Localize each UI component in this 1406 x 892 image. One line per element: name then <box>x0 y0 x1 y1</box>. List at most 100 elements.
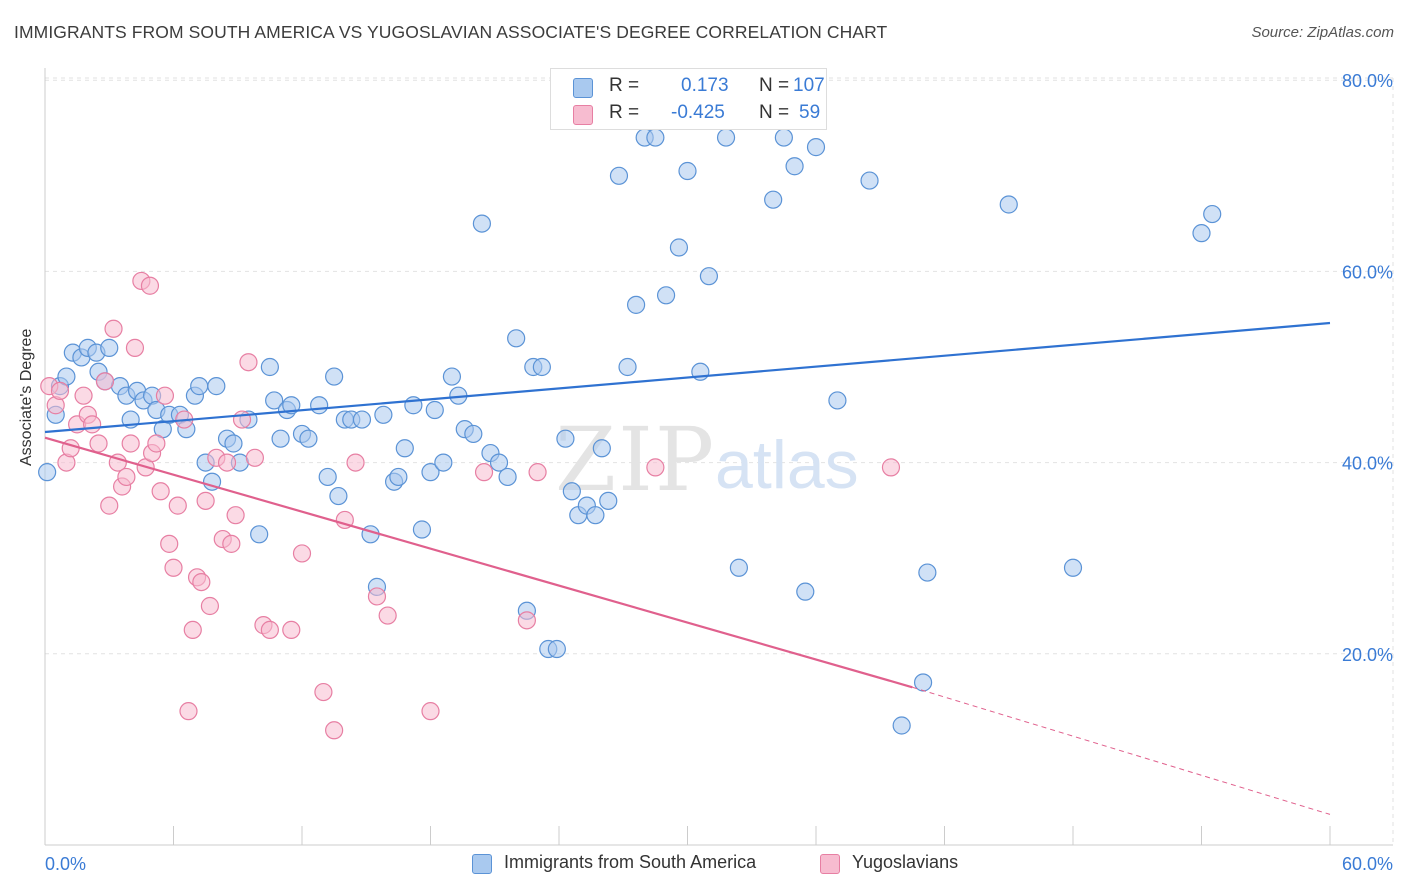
pink-point <box>314 682 333 702</box>
y-tick-label: 60.0% <box>1342 262 1393 282</box>
blue-point <box>1063 558 1083 577</box>
blue-point <box>599 491 618 510</box>
pink-point <box>474 463 494 482</box>
blue-point <box>609 166 629 185</box>
blue-point <box>282 396 301 415</box>
blue-point <box>562 482 581 501</box>
blue-point <box>806 138 826 157</box>
pink-point <box>232 410 252 429</box>
source-label: Source: ZipAtlas.com <box>1251 24 1394 41</box>
pink-point <box>164 558 183 577</box>
blue-point <box>412 520 432 539</box>
pink-point <box>117 467 136 487</box>
blue-point <box>421 463 440 482</box>
blue-point <box>464 424 483 444</box>
bottom-legend-label: Immigrants from South America <box>504 852 757 872</box>
blue-point <box>729 558 749 577</box>
pink-point <box>421 702 440 721</box>
pink-point <box>222 534 241 553</box>
bottom-legend-label: Yugoslavians <box>852 852 959 872</box>
blue-point <box>586 506 605 525</box>
pink-point <box>95 372 115 391</box>
y-axis-title: Associate's Degree <box>18 328 35 466</box>
blue-point <box>361 525 380 544</box>
pink-point <box>100 496 119 515</box>
blue-point <box>699 267 719 286</box>
legend-n-label: N = <box>759 75 790 96</box>
pink-trendline <box>44 436 913 689</box>
blue-point <box>860 171 879 190</box>
blue-point <box>489 453 509 472</box>
pink-point <box>200 596 220 616</box>
blue-point <box>389 467 408 487</box>
watermark-atlas: atlas <box>715 427 859 503</box>
pink-point <box>168 496 187 515</box>
blue-point <box>190 377 209 396</box>
blue-point <box>626 295 646 314</box>
blue-point <box>656 286 676 305</box>
x-tick-label: 0.0% <box>45 854 86 874</box>
legend-n-label: N = <box>759 102 790 123</box>
pink-point <box>282 620 301 640</box>
pink-point <box>346 453 365 472</box>
blue-point <box>678 161 697 181</box>
pink-trendline-extension <box>912 686 1331 815</box>
blue-point <box>271 429 290 448</box>
watermark-zip: ZIP <box>555 408 716 511</box>
blue-point <box>310 396 329 415</box>
pink-point <box>140 276 160 295</box>
blue-point <box>38 463 57 482</box>
blue-point <box>785 157 804 176</box>
pink-point <box>196 491 215 510</box>
blue-point <box>592 439 611 458</box>
blue-point <box>716 128 736 147</box>
correlation-legend: R = 0.173 N = 107 R = -0.425 N = 59 <box>550 68 827 130</box>
legend-r-value: -0.425 <box>671 102 725 123</box>
pink-point <box>239 353 258 372</box>
blue-point <box>1192 224 1211 243</box>
legend-r-label: R = <box>609 75 640 96</box>
legend-swatch-blue <box>573 78 593 98</box>
pink-point <box>260 620 279 640</box>
blue-point <box>250 525 269 544</box>
legend-n-value: 107 <box>793 75 825 96</box>
blue-point <box>299 429 318 448</box>
pink-point <box>121 434 140 453</box>
pink-point <box>183 620 202 640</box>
blue-point <box>329 486 348 506</box>
blue-point <box>507 329 526 348</box>
blue-point <box>374 405 393 424</box>
pink-point <box>217 453 237 472</box>
pink-point <box>245 448 264 467</box>
blue-point <box>774 128 793 147</box>
blue-point <box>472 214 491 233</box>
blue-point <box>207 377 226 396</box>
pink-point <box>83 415 102 434</box>
blue-point <box>325 367 344 386</box>
pink-point <box>517 611 536 630</box>
pink-point <box>292 544 312 563</box>
pink-point <box>125 338 145 357</box>
blue-point <box>669 238 689 257</box>
blue-point <box>918 563 937 582</box>
blue-point <box>224 434 243 453</box>
pink-point <box>881 458 901 477</box>
chart-title: IMMIGRANTS FROM SOUTH AMERICA VS YUGOSLA… <box>14 22 888 42</box>
x-tick-label: 60.0% <box>1342 854 1393 874</box>
blue-point <box>442 367 462 386</box>
bottom-legend-swatch-pink <box>820 854 840 874</box>
pink-point <box>155 386 175 405</box>
pink-point <box>528 463 547 482</box>
blue-point <box>498 467 517 487</box>
pink-point <box>160 534 179 553</box>
y-tick-label: 80.0% <box>1342 71 1393 91</box>
pink-point <box>179 702 198 721</box>
blue-point <box>425 400 444 420</box>
legend-r-label: R = <box>609 102 640 123</box>
legend-r-value: 0.173 <box>681 75 729 96</box>
blue-point <box>265 391 284 410</box>
pink-point <box>104 319 123 338</box>
legend-n-value: 59 <box>799 102 821 123</box>
pink-point <box>89 434 108 453</box>
blue-point <box>532 357 551 377</box>
